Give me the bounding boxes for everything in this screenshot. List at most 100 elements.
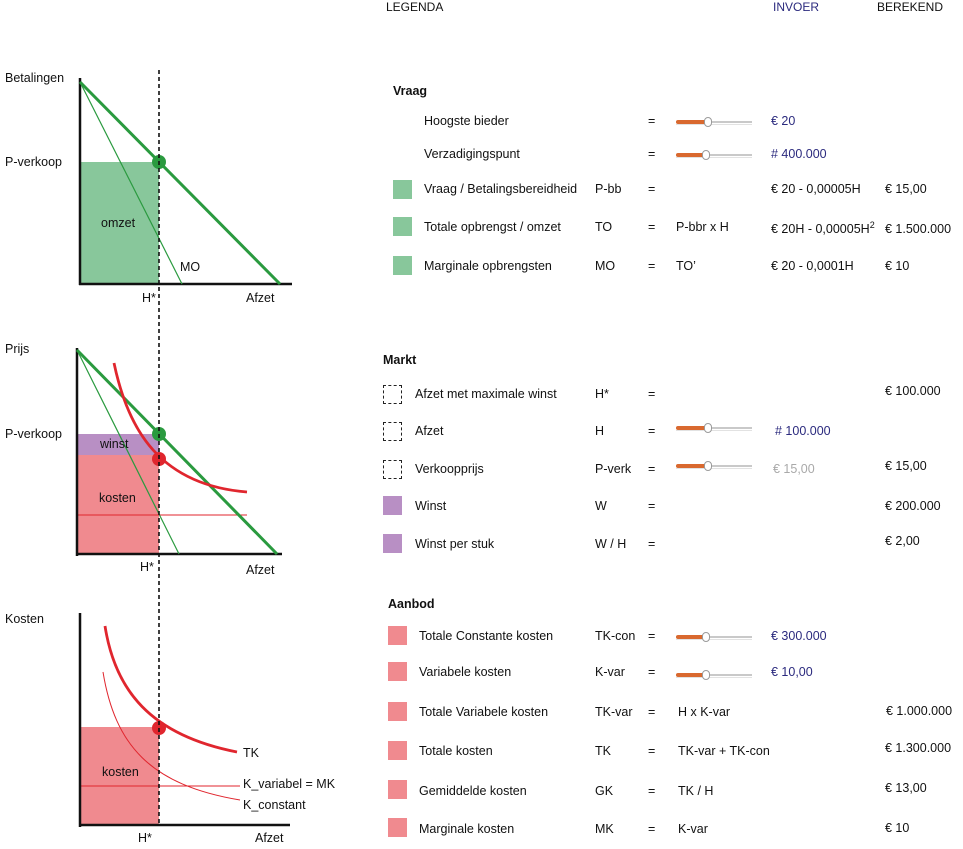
legend-swatch bbox=[383, 422, 402, 441]
average-cost-curve bbox=[112, 362, 248, 494]
row-computed: € 15,00 bbox=[885, 182, 927, 196]
y-axis-label: Kosten bbox=[5, 612, 44, 626]
row-equals: = bbox=[648, 182, 656, 196]
section-title-vraag: Vraag bbox=[393, 84, 428, 98]
row-formula: P-bbr x H bbox=[676, 220, 729, 234]
row-formula: TO’ bbox=[676, 259, 696, 273]
legend-swatch bbox=[388, 818, 407, 837]
variable-cost-slider[interactable] bbox=[676, 669, 752, 681]
mr-line bbox=[76, 349, 180, 555]
row-equals: = bbox=[648, 537, 656, 551]
y-axis-label: Prijs bbox=[5, 342, 29, 356]
legend-swatch bbox=[388, 662, 407, 681]
row-symbol: H bbox=[595, 424, 605, 438]
total-cost-curve bbox=[103, 625, 238, 754]
row-label: Hoogste bieder bbox=[424, 114, 509, 128]
graphs-canvas: Betalingen P-verkoop omzet MO H* Afzet P… bbox=[5, 70, 336, 845]
row-equals: = bbox=[648, 220, 656, 234]
row-input-value: € 20 bbox=[771, 114, 796, 128]
revenue-area-label: omzet bbox=[101, 216, 136, 230]
legend-swatch bbox=[393, 217, 412, 236]
computed-header: BEREKEND bbox=[877, 0, 944, 14]
row-symbol: P-bb bbox=[595, 182, 622, 196]
row-symbol: H* bbox=[595, 387, 609, 401]
cost-graph: Kosten kosten TK K_variabel = MK K_const… bbox=[5, 612, 336, 845]
row-computed: € 200.000 bbox=[885, 499, 941, 513]
legend-swatch bbox=[388, 702, 407, 721]
row-equals: = bbox=[648, 744, 656, 758]
row-computed: € 10 bbox=[885, 821, 910, 835]
highest-bidder-slider[interactable] bbox=[676, 116, 752, 128]
row-symbol: TK-con bbox=[595, 629, 636, 643]
row-label: Totale opbrengst / omzet bbox=[424, 220, 561, 234]
row-equals: = bbox=[648, 114, 656, 128]
constant-cost-curve bbox=[102, 671, 241, 801]
row-label: Vraag / Betalingsbereidheid bbox=[424, 182, 578, 196]
input-header: INVOER bbox=[773, 0, 820, 14]
row-equals: = bbox=[648, 822, 656, 836]
selling-price-slider[interactable] bbox=[676, 460, 752, 472]
h-star-label: H* bbox=[140, 560, 154, 574]
row-input-value: € 10,00 bbox=[771, 665, 813, 679]
row-computed: € 1.000.000 bbox=[886, 704, 953, 718]
row-equals: = bbox=[648, 424, 656, 438]
x-axis-label: Afzet bbox=[246, 563, 275, 577]
legend-swatch bbox=[393, 256, 412, 275]
row-equals: = bbox=[648, 499, 656, 513]
h-star-label: H* bbox=[138, 831, 152, 845]
demand-graph: Betalingen P-verkoop omzet MO H* Afzet bbox=[5, 71, 292, 305]
row-formula: TK / H bbox=[678, 784, 714, 798]
legend-swatch bbox=[383, 385, 402, 404]
row-label: Marginale opbrengsten bbox=[424, 259, 552, 273]
constant-cost-slider[interactable] bbox=[676, 631, 752, 643]
row-computed: € 13,00 bbox=[885, 781, 927, 795]
row-equals: = bbox=[648, 629, 656, 643]
row-computed: € 15,00 bbox=[885, 459, 927, 473]
row-label: Winst bbox=[415, 499, 447, 513]
cost-area bbox=[77, 455, 159, 554]
x-axis-label: Afzet bbox=[255, 831, 284, 845]
cost-area-label: kosten bbox=[102, 765, 139, 779]
revenue-area bbox=[80, 162, 159, 284]
row-symbol: TK-var bbox=[595, 705, 633, 719]
legend-swatch bbox=[383, 534, 402, 553]
row-computed: € 10 bbox=[885, 259, 910, 273]
row-symbol: K-var bbox=[595, 665, 625, 679]
section-title-markt: Markt bbox=[383, 353, 417, 367]
legend-swatch bbox=[388, 780, 407, 799]
row-formula-input: € 20 - 0,00005H bbox=[771, 182, 861, 196]
row-formula: TK-var + TK-con bbox=[678, 744, 770, 758]
row-equals: = bbox=[648, 387, 656, 401]
row-label: Totale kosten bbox=[419, 744, 493, 758]
saturation-point-slider[interactable] bbox=[676, 149, 752, 161]
row-equals: = bbox=[648, 147, 656, 161]
row-symbol: P-verk bbox=[595, 462, 632, 476]
average-cost-point bbox=[152, 452, 166, 466]
tk-label: TK bbox=[243, 746, 260, 760]
row-formula-input: € 20 - 0,0001H bbox=[771, 259, 854, 273]
row-input-value: € 300.000 bbox=[771, 629, 827, 643]
mr-line bbox=[79, 81, 183, 285]
row-label: Verkoopprijs bbox=[415, 462, 484, 476]
legend-swatch bbox=[388, 741, 407, 760]
market-graph: Prijs P-verkoop winst kosten H* Afzet bbox=[5, 342, 282, 577]
x-axis-label: Afzet bbox=[246, 291, 275, 305]
y-axis-label: Betalingen bbox=[5, 71, 64, 85]
demand-line bbox=[75, 348, 279, 556]
profit-area-label: winst bbox=[99, 437, 129, 451]
row-equals: = bbox=[648, 462, 656, 476]
row-symbol: TO bbox=[595, 220, 613, 234]
formula-text: € 20H - 0,00005H bbox=[771, 222, 870, 237]
cost-area-label: kosten bbox=[99, 491, 136, 505]
row-formula: H x K-var bbox=[678, 705, 731, 719]
quantity-slider[interactable] bbox=[676, 422, 752, 434]
row-equals: = bbox=[648, 665, 656, 679]
legend-header: LEGENDA bbox=[386, 0, 444, 14]
row-label: Variabele kosten bbox=[419, 665, 512, 679]
row-input-value: # 400.000 bbox=[771, 147, 827, 161]
demand-line bbox=[78, 80, 282, 286]
row-symbol: MK bbox=[595, 822, 614, 836]
row-symbol: TK bbox=[595, 744, 611, 758]
row-label: Afzet bbox=[415, 424, 444, 438]
section-title-aanbod: Aanbod bbox=[388, 597, 435, 611]
